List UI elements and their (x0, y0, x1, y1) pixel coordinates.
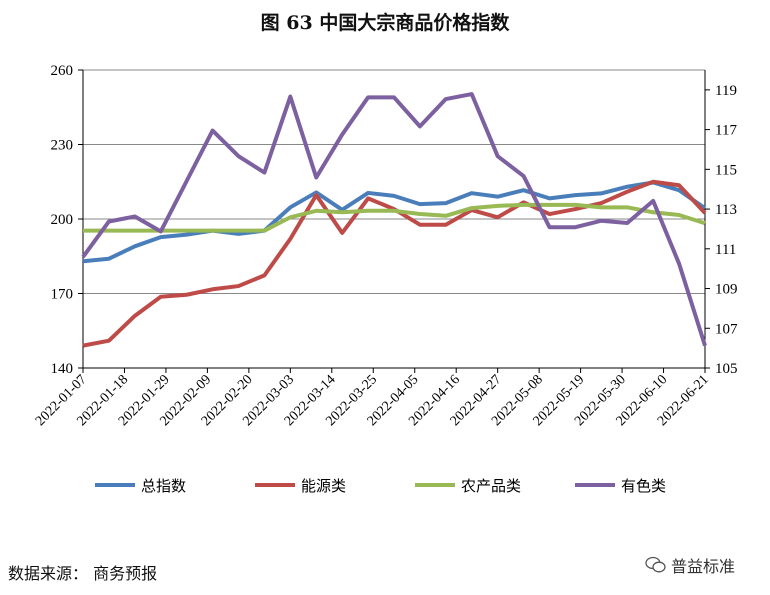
legend-label: 农产品类 (461, 478, 521, 495)
y2-tick-label: 113 (715, 202, 737, 218)
legend-label: 总指数 (141, 478, 186, 495)
watermark: 普益标准 (645, 553, 735, 577)
y2-tick-label: 105 (715, 361, 738, 377)
legend-label: 有色类 (621, 478, 666, 495)
y-tick-label: 200 (51, 212, 74, 228)
y2-tick-label: 117 (715, 123, 737, 139)
series-line-1 (82, 180, 707, 264)
y-tick-label: 260 (51, 63, 74, 79)
chart-title: 图 63 中国大宗商品价格指数 (260, 12, 510, 34)
legend-label: 能源类 (301, 478, 346, 495)
y2-tick-label: 115 (715, 162, 737, 178)
y2-tick-label: 119 (715, 83, 737, 99)
series-line-4 (81, 92, 707, 347)
y2-tick-label: 107 (715, 321, 738, 337)
source-note: 数据来源： 商务预报 (8, 564, 158, 583)
y-tick-label: 140 (51, 361, 74, 377)
wechat-icon (645, 556, 666, 573)
watermark-text: 普益标准 (671, 557, 736, 576)
series-line-3 (83, 202, 706, 233)
y-tick-label: 230 (51, 138, 74, 154)
y2-tick-label: 109 (715, 282, 738, 298)
y-tick-label: 170 (51, 287, 74, 303)
y2-tick-label: 111 (715, 242, 736, 258)
line-chart: 1401702002302601051071091111131151171192… (33, 63, 738, 495)
